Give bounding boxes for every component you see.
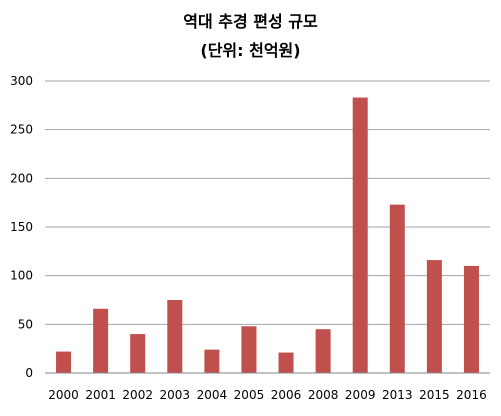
- y-tick-label: 0: [25, 366, 33, 380]
- y-tick-label: 300: [10, 74, 33, 88]
- y-tick-label: 100: [10, 269, 33, 283]
- bars: [56, 97, 479, 374]
- y-axis-ticks: 0 50 100 150 200 250 300: [10, 74, 33, 380]
- x-tick-label: 2015: [419, 388, 450, 402]
- y-tick-label: 250: [10, 123, 33, 137]
- x-tick-label: 2016: [456, 388, 487, 402]
- y-tick-label: 50: [18, 317, 33, 331]
- chart-title: 역대 추경 편성 규모: [183, 12, 318, 31]
- bar-2000: [56, 351, 72, 373]
- bar-2001: [93, 308, 109, 373]
- bar-2013: [389, 204, 405, 373]
- grid-lines: [45, 80, 490, 325]
- bar-2016: [463, 265, 479, 373]
- y-tick-label: 200: [10, 171, 33, 185]
- x-tick-label: 2004: [197, 388, 228, 402]
- y-tick-label: 150: [10, 220, 33, 234]
- x-tick-label: 2001: [85, 388, 116, 402]
- x-tick-label: 2009: [345, 388, 376, 402]
- bar-2009: [352, 97, 368, 374]
- x-tick-label: 2006: [271, 388, 302, 402]
- x-tick-label: 2008: [308, 388, 339, 402]
- bar-2008: [315, 329, 331, 373]
- bar-2006: [278, 352, 294, 373]
- bar-2005: [241, 326, 257, 373]
- x-tick-label: 2002: [122, 388, 153, 402]
- x-axis-ticks: 2000 2001 2002 2003 2004 2005 2006 2008 2009 2013…: [48, 388, 486, 402]
- bar-2002: [130, 334, 146, 373]
- bar-2003: [167, 300, 183, 373]
- bar-2015: [426, 260, 442, 373]
- x-tick-label: 2005: [234, 388, 265, 402]
- x-tick-label: 2000: [48, 388, 79, 402]
- chart-subtitle: (단위: 천억원): [200, 41, 301, 60]
- x-tick-label: 2013: [382, 388, 413, 402]
- bar-2004: [204, 349, 220, 373]
- x-tick-label: 2003: [160, 388, 191, 402]
